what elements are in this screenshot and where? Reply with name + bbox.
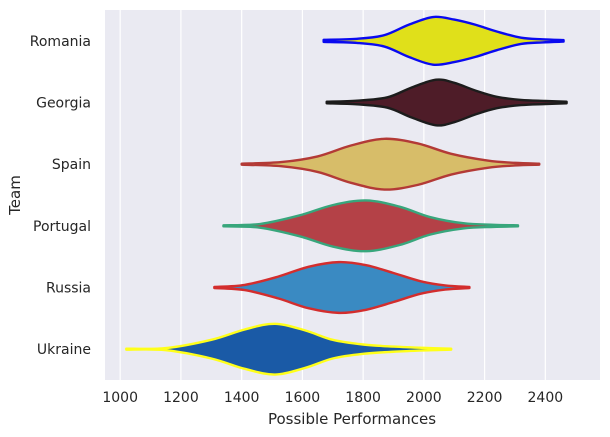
violin-portugal [222,199,520,253]
x-tick-label: 1000 [102,390,138,406]
x-tick-label: 1800 [345,390,381,406]
y-axis-label: Team [6,175,24,216]
grid-lines [119,10,546,380]
violin-georgia [325,78,568,127]
x-tick-label: 2200 [467,390,503,406]
y-tick-labels: Romania Georgia Spain Portugal Russia Ukraine [30,34,91,358]
violin-ukraine [125,322,453,376]
y-tick-label: Georgia [36,96,91,112]
y-tick-label: Portugal [33,219,91,235]
y-tick-label: Ukraine [37,342,91,358]
x-tick-labels: 1000 1200 1400 1600 1800 2000 2200 2400 [102,390,563,406]
x-tick-label: 2000 [406,390,442,406]
violin-russia [213,260,471,315]
x-axis-label: Possible Performances [268,410,436,428]
x-tick-label: 2400 [528,390,564,406]
x-tick-label: 1600 [285,390,321,406]
y-tick-label: Spain [52,157,91,173]
violin-romania [322,15,565,67]
violins-layer [125,15,568,376]
x-tick-label: 1400 [224,390,260,406]
y-tick-label: Russia [46,281,91,297]
y-tick-label: Romania [30,34,91,50]
x-tick-label: 1200 [163,390,199,406]
violin-spain [240,137,541,191]
plot-area [105,10,600,380]
